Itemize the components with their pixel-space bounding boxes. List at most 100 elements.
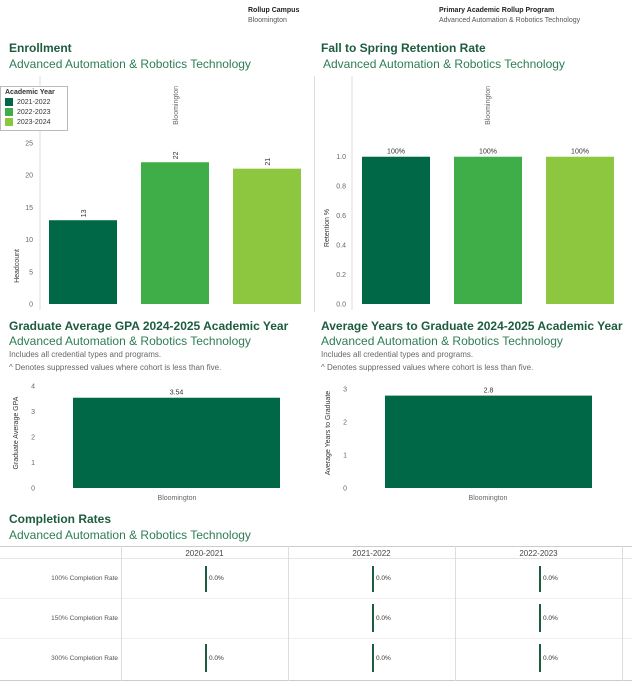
- completion-title: Completion Rates: [9, 512, 112, 526]
- data-label: 21: [265, 158, 272, 166]
- legend-title: Academic Year: [5, 89, 55, 96]
- row-label-300: 300% Completion Rate: [51, 655, 118, 662]
- enrollment-legend: Academic Year 2021-2022 2022-2023 2023-2…: [0, 86, 68, 131]
- retention-column-header: Bloomington: [485, 86, 492, 125]
- row-label-150: 150% Completion Rate: [51, 615, 118, 622]
- gpa-subtitle: Advanced Automation & Robotics Technolog…: [9, 334, 251, 348]
- y-tick-label: 0.2: [336, 272, 346, 279]
- bar[interactable]: [73, 397, 280, 488]
- gpa-note-2: ^ Denotes suppressed values where cohort…: [9, 363, 222, 372]
- y-tick-label: 3: [343, 387, 347, 394]
- legend-item-2023-2024[interactable]: 2023-2024: [5, 118, 63, 126]
- gpa-x-category-label: Bloomington: [158, 495, 197, 502]
- completion-bar[interactable]: [539, 644, 541, 672]
- bar[interactable]: [454, 156, 522, 304]
- year-header-2020-2021: 2020-2021: [185, 549, 224, 558]
- bar[interactable]: [362, 156, 430, 304]
- enrollment-column-header: Bloomington: [173, 86, 180, 125]
- y-tick-label: 10: [25, 237, 33, 244]
- y-tick-label: 0: [29, 302, 33, 309]
- completion-bar[interactable]: [205, 644, 207, 672]
- years-note-1: Includes all credential types and progra…: [321, 350, 474, 359]
- campus-filter-label: Rollup Campus: [248, 7, 300, 14]
- years-x-category-label: Bloomington: [469, 495, 508, 502]
- enrollment-chart: Bloomington Headcount 0 5 10 15 20 25 13 22 21: [14, 76, 301, 310]
- retention-chart: Bloomington Retention % 0.0 0.2 0.4 0.6 0.8 1…: [324, 76, 614, 310]
- y-tick-label: 2: [31, 435, 35, 442]
- program-filter-value[interactable]: Advanced Automation & Robotics Technolog…: [439, 17, 581, 24]
- legend-item-2022-2023[interactable]: 2022-2023: [5, 108, 63, 116]
- col-divider: [288, 546, 289, 681]
- y-tick-label: 2: [343, 420, 347, 427]
- bar[interactable]: [546, 156, 614, 304]
- year-header-2021-2022: 2021-2022: [352, 549, 391, 558]
- table-top-rule: [0, 546, 632, 547]
- completion-table: 2020-2021 2021-2022 2022-2023 100% Compl…: [0, 546, 632, 689]
- col-divider: [121, 546, 122, 681]
- retention-title: Fall to Spring Retention Rate: [321, 41, 486, 55]
- retention-subtitle: Advanced Automation & Robotics Technolog…: [323, 57, 565, 71]
- y-tick-label: 0.8: [336, 184, 346, 191]
- y-tick-label: 1: [343, 453, 347, 460]
- legend-swatch: [5, 118, 13, 126]
- data-label: 3.54: [170, 390, 184, 397]
- row-rule: [0, 638, 632, 639]
- y-tick-label: 0.6: [336, 213, 346, 220]
- col-divider: [455, 546, 456, 681]
- campus-filter-value[interactable]: Bloomington: [248, 17, 287, 24]
- completion-bar[interactable]: [205, 566, 207, 592]
- completion-value: 0.0%: [543, 655, 558, 662]
- data-label: 100%: [479, 149, 497, 156]
- section-divider: [314, 76, 315, 312]
- legend-label: 2023-2024: [17, 118, 51, 126]
- y-tick-label: 25: [25, 140, 33, 147]
- completion-bar[interactable]: [372, 566, 374, 592]
- row-rule: [0, 598, 632, 599]
- table-header-rule: [0, 558, 632, 559]
- years-y-axis-title: Average Years to Graduate: [325, 391, 332, 475]
- enrollment-y-axis-title: Headcount: [14, 249, 21, 283]
- y-tick-label: 3: [31, 409, 35, 416]
- enrollment-title: Enrollment: [9, 41, 72, 55]
- legend-item-2021-2022[interactable]: 2021-2022: [5, 98, 63, 106]
- gpa-title: Graduate Average GPA 2024-2025 Academic …: [9, 319, 289, 333]
- data-label: 2.8: [484, 388, 494, 395]
- data-label: 100%: [387, 149, 405, 156]
- completion-value: 0.0%: [376, 615, 391, 622]
- retention-y-axis-title: Retention %: [324, 209, 331, 247]
- data-label: 100%: [571, 149, 589, 156]
- legend-label: 2022-2023: [17, 108, 51, 116]
- y-tick-label: 0: [343, 486, 347, 493]
- gpa-y-axis-title: Graduate Average GPA: [13, 396, 20, 469]
- completion-value: 0.0%: [209, 575, 224, 582]
- completion-value: 0.0%: [543, 615, 558, 622]
- completion-value: 0.0%: [209, 655, 224, 662]
- bar[interactable]: [49, 220, 117, 304]
- y-tick-label: 20: [25, 173, 33, 180]
- col-divider: [622, 546, 623, 681]
- completion-bar[interactable]: [539, 566, 541, 592]
- legend-swatch: [5, 98, 13, 106]
- bar[interactable]: [385, 395, 592, 488]
- bar[interactable]: [233, 168, 301, 304]
- years-title: Average Years to Graduate 2024-2025 Acad…: [321, 319, 623, 333]
- gpa-note-1: Includes all credential types and progra…: [9, 350, 162, 359]
- y-tick-label: 15: [25, 205, 33, 212]
- completion-value: 0.0%: [376, 655, 391, 662]
- table-bottom-rule: [0, 680, 632, 681]
- years-chart: Average Years to Graduate 0 1 2 3 2.8 Bloom…: [325, 387, 592, 502]
- y-tick-label: 0.0: [336, 302, 346, 309]
- legend-swatch: [5, 108, 13, 116]
- y-tick-label: 0.4: [336, 243, 346, 250]
- completion-bar[interactable]: [539, 604, 541, 632]
- completion-bar[interactable]: [372, 604, 374, 632]
- data-label: 13: [81, 209, 88, 217]
- program-filter-label: Primary Academic Rollup Program: [439, 7, 555, 14]
- bar[interactable]: [141, 162, 209, 304]
- row-label-100: 100% Completion Rate: [51, 575, 118, 582]
- gpa-chart: Graduate Average GPA 0 1 2 3 4 3.54 Blooming…: [13, 384, 280, 502]
- completion-subtitle: Advanced Automation & Robotics Technolog…: [9, 528, 251, 542]
- completion-bar[interactable]: [372, 644, 374, 672]
- enrollment-subtitle: Advanced Automation & Robotics Technolog…: [9, 57, 251, 71]
- data-label: 22: [173, 151, 180, 159]
